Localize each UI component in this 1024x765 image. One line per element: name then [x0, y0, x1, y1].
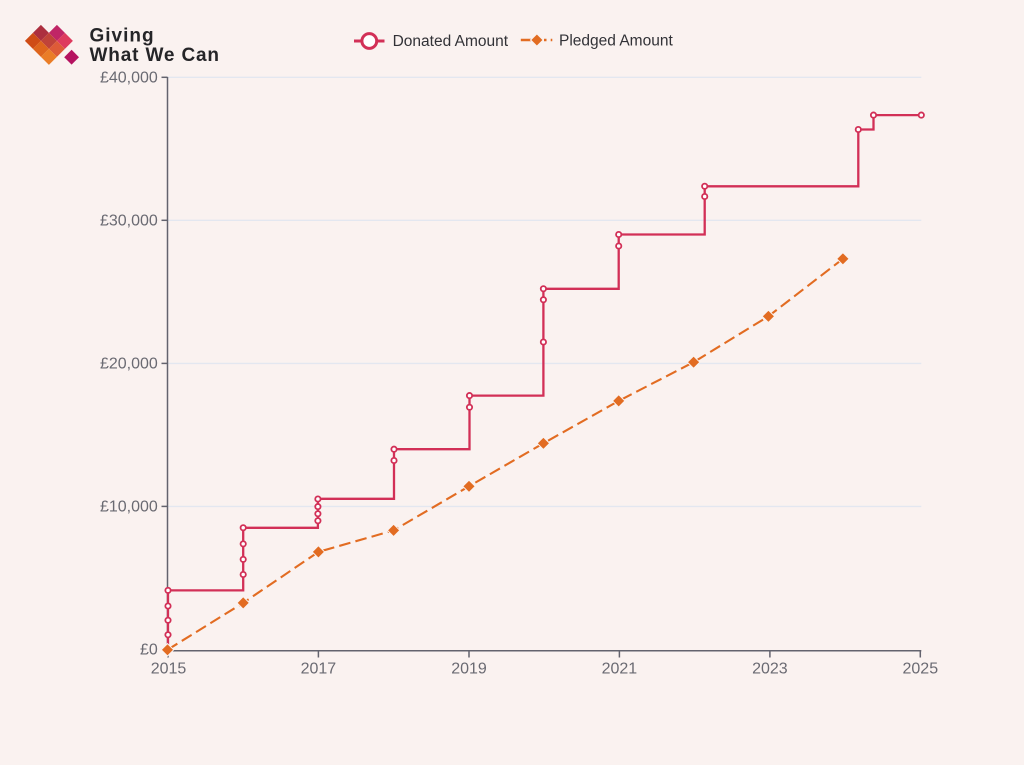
svg-text:Pledged Amount: Pledged Amount [559, 32, 673, 49]
svg-text:2017: 2017 [301, 660, 337, 677]
svg-text:Giving: Giving [90, 26, 155, 47]
svg-text:Donated Amount: Donated Amount [393, 33, 509, 50]
svg-text:2023: 2023 [752, 660, 788, 677]
svg-text:£30,000: £30,000 [100, 212, 158, 229]
svg-text:2025: 2025 [903, 660, 939, 677]
svg-text:What We Can: What We Can [90, 45, 220, 66]
svg-text:£40,000: £40,000 [100, 69, 158, 86]
svg-text:2015: 2015 [151, 660, 187, 677]
svg-text:2019: 2019 [451, 660, 487, 677]
svg-text:£0: £0 [140, 642, 158, 659]
svg-text:£10,000: £10,000 [100, 498, 158, 515]
svg-text:2021: 2021 [602, 660, 638, 677]
svg-text:£20,000: £20,000 [100, 355, 158, 372]
